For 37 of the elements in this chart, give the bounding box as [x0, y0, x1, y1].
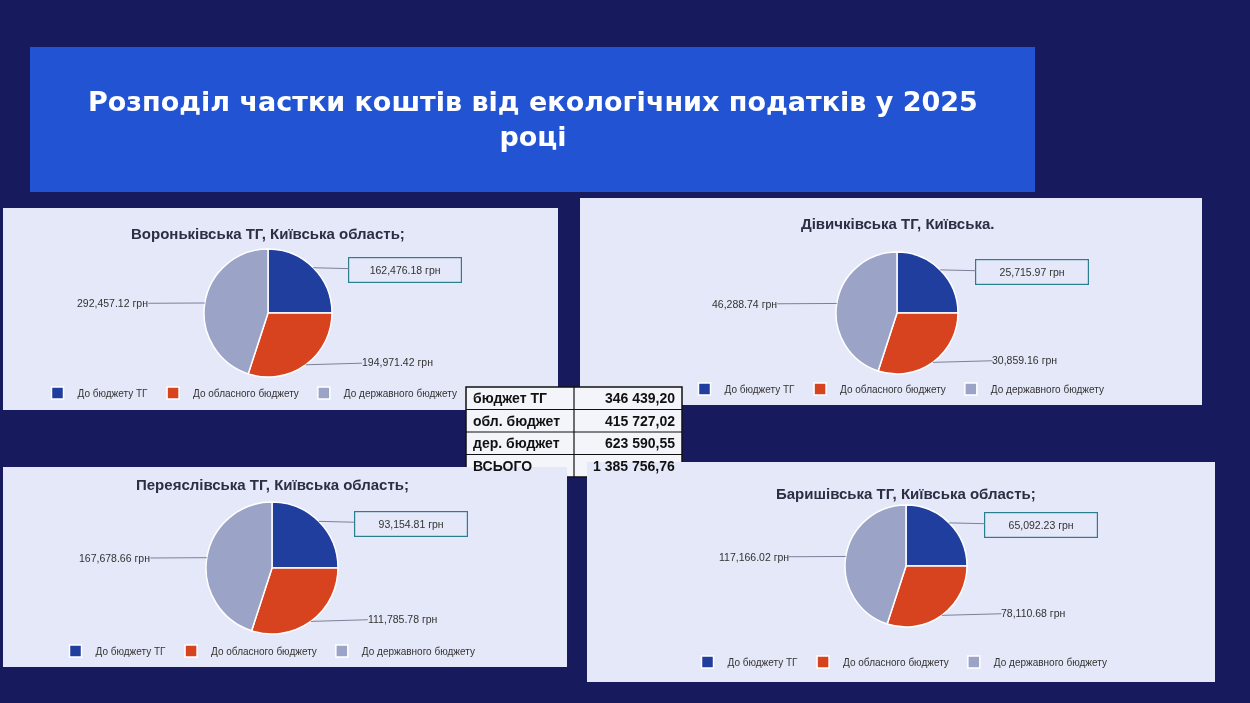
data-label: 78,110.68 грн: [1001, 607, 1066, 619]
data-label: 346 439,20: [605, 390, 676, 406]
data-label: 162,476.18 грн: [369, 264, 441, 277]
legend-label: До бюджету ТГ: [77, 387, 149, 399]
data-label: 111,785.78 грн: [368, 613, 438, 625]
legend-label: До бюджету ТГ: [95, 645, 167, 657]
legend-label: До державного бюджету: [993, 656, 1107, 668]
legend-label: До бюджету ТГ: [727, 656, 799, 668]
legend-label: До бюджету ТГ: [724, 383, 796, 395]
category-label: ВСЬОГО: [473, 458, 533, 474]
chart-title: Вороньківська ТГ, Київська область;: [131, 225, 405, 242]
legend-label: До обласного бюджету: [211, 645, 317, 657]
data-label: 167,678.66 грн: [79, 552, 151, 564]
data-label: 30,859.16 грн: [992, 354, 1058, 366]
text: Розподіл частки коштів від екологічних податків у 2025 році: [88, 86, 978, 153]
data-label: 292,457.12 грн: [77, 297, 149, 309]
data-label: 1 385 756,76: [593, 458, 675, 474]
category-label: обл. бюджет: [473, 413, 561, 429]
legend-label: До державного бюджету: [343, 387, 457, 399]
data-label: 117,166.02 грн: [719, 551, 790, 563]
legend-label: До обласного бюджету: [843, 656, 949, 668]
legend-label: До державного бюджету: [361, 645, 475, 657]
data-label: 25,715.97 грн: [999, 266, 1065, 279]
legend-label: До обласного бюджету: [840, 383, 946, 395]
legend-label: До обласного бюджету: [193, 387, 299, 399]
data-label: 65,092.23 грн: [1008, 519, 1074, 532]
data-label: 46,288.74 грн: [712, 298, 778, 310]
chart-title: Дівичківська ТГ, Київська.: [801, 215, 995, 232]
data-label: 415 727,02: [605, 413, 676, 429]
data-label: 623 590,55: [605, 435, 676, 451]
chart-title: Переяслівська ТГ, Київська область;: [136, 476, 410, 493]
legend-label: До державного бюджету: [990, 383, 1104, 395]
data-label: 93,154.81 грн: [378, 518, 444, 531]
category-label: бюджет ТГ: [473, 390, 547, 406]
data-label: 194,971.42 грн: [362, 356, 434, 368]
chart-title: Баришівська ТГ, Київська область;: [776, 485, 1036, 502]
category-label: дер. бюджет: [473, 435, 560, 451]
